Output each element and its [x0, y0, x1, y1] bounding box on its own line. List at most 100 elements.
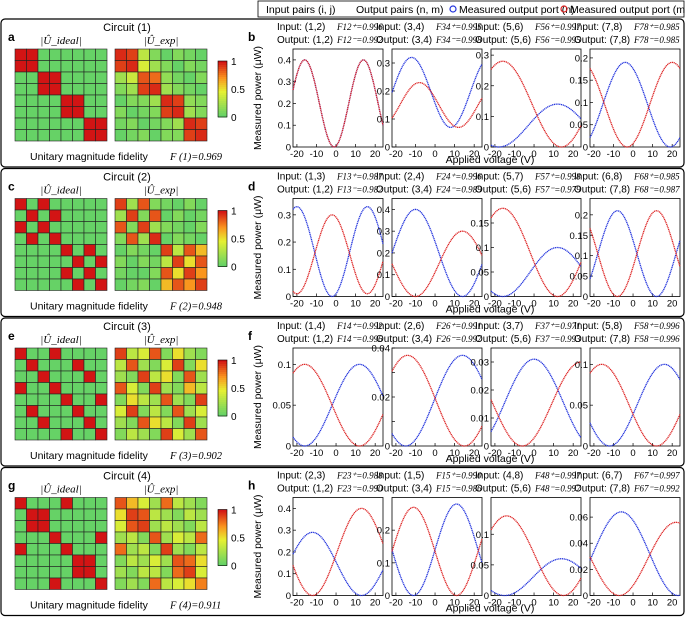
y-tick-label: 0	[385, 292, 390, 303]
x-tick-label: 10	[449, 299, 460, 310]
matrix-cell-exp	[195, 508, 208, 521]
matrix-cell-exp	[160, 71, 173, 84]
y-tick-label: 0.3	[377, 227, 390, 238]
matrix-cell-exp	[137, 232, 150, 245]
matrix-cell-ideal	[60, 370, 73, 383]
matrix-cell-exp	[137, 71, 150, 84]
series-port-m	[589, 210, 681, 298]
matrix-cell-ideal	[49, 531, 62, 544]
matrix-cell-exp	[114, 520, 127, 533]
x-tick-label: 10	[548, 299, 559, 310]
matrix-cell-exp	[114, 83, 127, 96]
matrix-cell-exp	[160, 359, 173, 372]
colorbar-segment	[218, 535, 227, 538]
colorbar-segment	[218, 545, 227, 548]
circuit-title: Circuit (4)	[103, 471, 151, 483]
colorbar-segment	[218, 79, 227, 82]
circuit-title: Circuit (3)	[103, 321, 151, 333]
matrix-cell-ideal	[26, 60, 39, 73]
matrix-cell-ideal	[72, 232, 85, 245]
subplot-output-fidelity: F37⁻=0.993	[534, 334, 581, 344]
matrix-cell-exp	[114, 278, 127, 291]
matrix-cell-ideal	[60, 359, 73, 372]
y-tick-label: 0.04	[570, 539, 589, 550]
circuit-panel-4: g Circuit (4) |Û_ideal| |Û_exp| 1 0.5 0 Unitary…	[0, 466, 685, 617]
matrix-cell-exp	[137, 554, 150, 567]
matrix-cell-exp	[160, 129, 173, 142]
matrix-cell-exp	[160, 60, 173, 73]
matrix-cell-ideal	[37, 117, 50, 130]
matrix-cell-exp	[126, 129, 139, 142]
matrix-cell-ideal	[72, 106, 85, 119]
matrix-cell-exp	[114, 267, 127, 280]
matrix-cell-ideal	[60, 520, 73, 533]
y-tick-label: 0.06	[570, 513, 589, 524]
matrix-cell-exp	[114, 94, 127, 107]
matrix-cell-exp	[195, 94, 208, 107]
matrix-cell-ideal	[14, 405, 27, 418]
colorbar-segment	[218, 559, 227, 562]
matrix-cell-ideal	[95, 416, 108, 429]
y-tick-label: 0.05	[570, 401, 589, 412]
matrix-cell-exp	[172, 554, 185, 567]
colorbar-segment	[218, 218, 227, 221]
matrix-cell-exp	[114, 531, 127, 544]
matrix-cell-ideal	[72, 278, 85, 291]
matrix-cell-exp	[183, 117, 196, 130]
x-tick-label: -10	[409, 448, 423, 459]
matrix-cell-ideal	[95, 577, 108, 590]
colorbar-segment	[218, 256, 227, 259]
matrix-cell-exp	[172, 209, 185, 222]
matrix-cell-ideal	[14, 60, 27, 73]
panel-letter: f	[248, 329, 253, 343]
subplot-input-fidelity: F26⁺=0.991	[435, 321, 482, 331]
series-port-m	[490, 207, 582, 298]
matrix-cell-ideal	[49, 48, 62, 61]
colorbar-frame	[217, 359, 228, 417]
matrix-cell-ideal	[14, 497, 27, 510]
matrix-cell-ideal	[49, 221, 62, 234]
matrix-cell-exp	[137, 382, 150, 395]
y-tick-label: 0	[385, 591, 390, 602]
series-port-m	[391, 81, 483, 129]
series-port-n	[391, 208, 483, 298]
matrix-cell-ideal	[37, 359, 50, 372]
series-port-m	[292, 363, 384, 447]
x-tick-label: 10	[350, 299, 361, 310]
colorbar-segment	[218, 517, 227, 520]
matrix-cell-ideal	[14, 382, 27, 395]
subplot-output: Output: (3,4)	[376, 185, 432, 196]
x-tick-label: -10	[409, 299, 423, 310]
x-tick-label: 0	[531, 448, 536, 459]
matrix-cell-exp	[137, 117, 150, 130]
x-tick-label: -10	[310, 448, 324, 459]
colorbar-segment	[218, 240, 227, 243]
matrix-cell-ideal	[26, 209, 39, 222]
matrix-cell-exp	[149, 198, 162, 211]
matrix-cell-exp	[183, 48, 196, 61]
colorbar-segment	[218, 91, 227, 94]
fidelity-text: Unitary magnitude fidelity	[30, 600, 149, 612]
matrix-cell-ideal	[83, 566, 96, 579]
matrix-cell-exp	[137, 278, 150, 291]
matrix-cell-ideal	[60, 508, 73, 521]
matrix-cell-ideal	[72, 129, 85, 142]
series-port-m	[589, 61, 681, 148]
x-tick-label: -10	[607, 448, 621, 459]
matrix-cell-ideal	[72, 209, 85, 222]
subplot-output-fidelity: F26⁻=0.997	[435, 334, 482, 344]
matrix-cell-ideal	[83, 508, 96, 521]
matrix-cell-exp	[172, 520, 185, 533]
matrix-cell-exp	[137, 405, 150, 418]
y-tick-label: 0.2	[278, 547, 291, 558]
matrix-cell-exp	[137, 359, 150, 372]
subplot-input-fidelity: F57⁺=0.998	[534, 172, 581, 182]
matrix-cell-exp	[195, 566, 208, 579]
matrix-cell-exp	[126, 60, 139, 73]
colorbar-segment	[218, 529, 227, 532]
colorbar-segment	[218, 396, 227, 399]
